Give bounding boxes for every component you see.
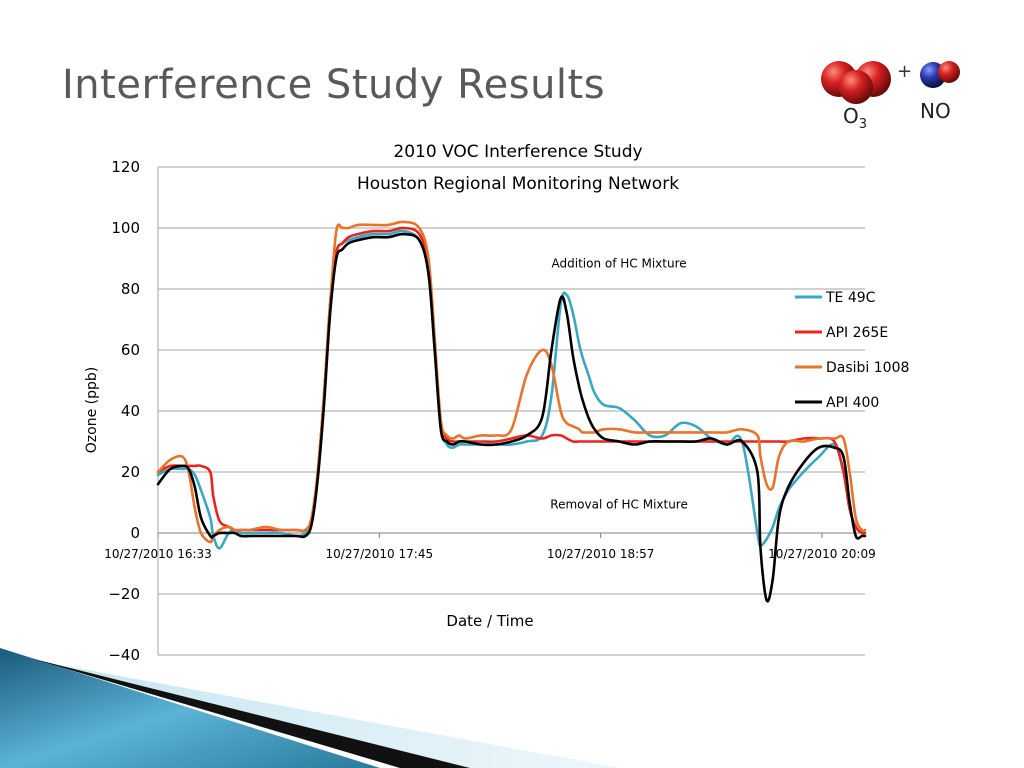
o3-label: O3 <box>843 104 867 130</box>
ozone-molecule-icon <box>821 61 891 104</box>
x-tick-label: 10/27/2010 17:45 <box>326 547 434 561</box>
x-tick-label: 10/27/2010 20:09 <box>768 547 876 561</box>
slide-title: Interference Study Results <box>62 62 606 108</box>
y-tick-label: 120 <box>111 158 140 176</box>
o3-no-molecule-icon: + O3 NO <box>821 61 960 130</box>
series-line-api-400 <box>156 232 867 603</box>
x-axis-label: Date / Time <box>446 612 533 630</box>
decorative-ribbon <box>0 648 620 768</box>
y-tick-label: 100 <box>111 219 140 237</box>
gridlines <box>158 166 865 656</box>
chart-title: 2010 VOC Interference Study <box>393 142 642 162</box>
y-tick-label: 20 <box>121 463 140 481</box>
nitric-oxide-molecule-icon <box>920 61 960 88</box>
x-tick-label: 10/27/2010 18:57 <box>547 547 655 561</box>
series-lines <box>156 220 867 603</box>
series-line-dasibi-1008 <box>156 220 867 544</box>
y-tick-labels: 120 100 80 60 40 20 0 −20 −40 <box>108 158 140 664</box>
legend-label-api-400: API 400 <box>826 395 879 411</box>
annotation-label: Addition of HC Mixture <box>552 257 687 271</box>
x-tick-label: 10/27/2010 16:33 <box>104 547 212 561</box>
plus-sign: + <box>897 61 912 82</box>
y-tick-label: −20 <box>108 585 140 603</box>
annotations: Addition of HC Mixture Removal of HC Mixt… <box>550 257 688 512</box>
legend: TE 49C API 265E Dasibi 1008 API 400 <box>795 290 909 411</box>
y-tick-label: −40 <box>108 646 140 664</box>
y-tick-label: 0 <box>130 524 140 542</box>
y-tick-label: 80 <box>121 280 140 298</box>
y-tick-label: 40 <box>121 402 140 420</box>
no-label: NO <box>920 99 951 123</box>
annotation-label: Removal of HC Mixture <box>550 498 688 512</box>
y-tick-label: 60 <box>121 341 140 359</box>
legend-label-dasibi-1008: Dasibi 1008 <box>826 360 909 376</box>
x-tick-labels: 10/27/2010 16:33 10/27/2010 17:45 10/27/20… <box>104 547 876 561</box>
chart-subtitle: Houston Regional Monitoring Network <box>357 174 679 194</box>
y-axis-label: Ozone (ppb) <box>84 367 100 453</box>
legend-label-api-265e: API 265E <box>826 325 888 341</box>
legend-label-te-49c: TE 49C <box>825 290 876 306</box>
